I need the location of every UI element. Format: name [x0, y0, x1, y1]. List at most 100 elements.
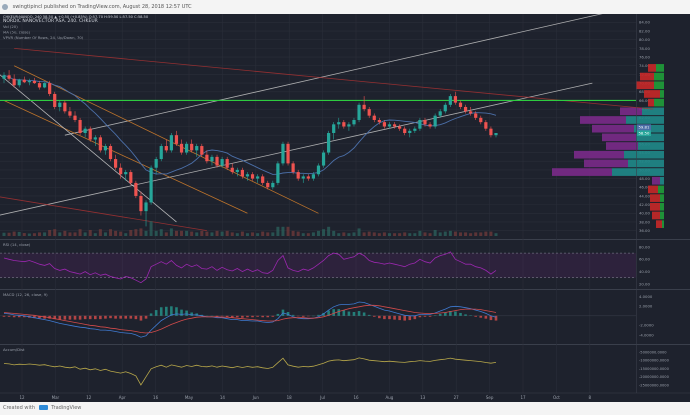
y-tick-label: 40.00 [639, 211, 650, 216]
x-tick-label: 27 [454, 395, 460, 400]
volume-profile-up-bar [654, 81, 664, 90]
ma-price-badge [637, 124, 651, 131]
volume-profile-up-bar [642, 107, 664, 116]
macd-histogram-bar [241, 315, 244, 318]
top-bar: swingtipincl published on TradingView.co… [0, 0, 690, 14]
macd-histogram-bar [291, 314, 295, 316]
support-red-line [0, 196, 207, 232]
candle-body [195, 146, 199, 151]
rsi-tick-label: 80.00 [639, 244, 650, 249]
candle-body [235, 169, 239, 173]
macd-histogram-bar [170, 306, 173, 316]
candle-body [382, 122, 387, 127]
accdist-tick-label: -10000000.0000 [639, 359, 670, 363]
volume-bar [458, 232, 462, 236]
volume-bar [73, 232, 77, 236]
legend-entry: MA (50, close) [3, 30, 31, 35]
volume-profile-down-bar [652, 176, 660, 185]
y-tick-label: 78.00 [639, 46, 650, 51]
volume-bar [403, 232, 407, 236]
volume-profile-up-bar [658, 185, 664, 194]
volume-bar [195, 232, 199, 236]
volume-bar [342, 232, 346, 236]
volume-bar [27, 233, 31, 236]
accdist-tick-label: -5000000.0000 [639, 350, 667, 354]
macd-histogram-bar [383, 315, 386, 320]
volume-bar [200, 230, 204, 236]
volume-profile-up-bar [656, 64, 664, 72]
volume-bar [63, 230, 67, 236]
volume-profile-up-bar [660, 90, 664, 98]
x-tick-label: Jul [319, 395, 325, 400]
candle-body [321, 152, 326, 166]
candle-body [134, 182, 138, 196]
macd-histogram-bar [378, 315, 381, 319]
macd-title: MACD (12, 26, close, 9) [3, 292, 48, 297]
tradingview-brand[interactable]: TradingView [51, 405, 82, 411]
macd-histogram-bar [144, 315, 148, 319]
rsi-tick-label: 60.00 [639, 257, 650, 262]
macd-histogram-bar [286, 312, 290, 316]
candle-body [413, 128, 417, 131]
volume-bar [423, 232, 427, 236]
accdist-tick-label: -25000000.0000 [639, 383, 670, 387]
volume-bar [327, 226, 331, 236]
chart-svg[interactable]: 12 Mar 12 Apr 16 May 14 Jun 18 Jul 16 Aug 13 27 Sep 17 O… [0, 13, 690, 402]
macd-histogram-bar [88, 315, 92, 320]
volume-bar [129, 230, 133, 236]
volume-bar [418, 230, 422, 236]
volume-profile-down-bar [636, 81, 654, 90]
volume-bar [103, 232, 107, 236]
candle-body [448, 96, 452, 105]
rsi-tick-label: 40.00 [639, 269, 650, 274]
volume-bar [469, 233, 473, 236]
volume-bar [367, 231, 371, 236]
macd-histogram-bar [403, 315, 407, 321]
x-tick-label: Jun [252, 395, 260, 400]
candle-body [215, 156, 219, 166]
candle-body [22, 79, 26, 83]
candle-body [240, 169, 244, 177]
candle-body [362, 104, 366, 110]
volume-profile-down-bar [574, 150, 624, 159]
legend-entry: Vol (20) [3, 24, 18, 29]
candle-body [250, 174, 255, 179]
user-avatar[interactable] [2, 3, 8, 10]
legend-entry: VPVR (Number Of Rows, 24, Up/Down, 70) [3, 35, 84, 40]
candle-body [392, 124, 397, 127]
volume-bar [286, 226, 290, 236]
volume-profile-up-bar [628, 159, 664, 168]
macd-histogram-bar [332, 309, 335, 316]
macd-histogram-bar [479, 315, 483, 318]
volume-bar [220, 231, 224, 236]
macd-histogram-bar [78, 315, 82, 320]
candle-body [474, 113, 478, 118]
macd-histogram-bar [317, 314, 320, 316]
volume-bar [256, 233, 260, 236]
macd-histogram-bar [114, 315, 117, 319]
rsi-band [0, 253, 636, 278]
y-tick-label: 74.00 [639, 63, 650, 68]
candle-body [398, 126, 402, 129]
candle-body [210, 156, 214, 162]
volume-bar [185, 230, 189, 236]
volume-bar [32, 233, 36, 236]
volume-bar [291, 230, 295, 236]
candle-body [261, 176, 265, 183]
volume-bar [301, 233, 305, 236]
chart-area[interactable]: 12 Mar 12 Apr 16 May 14 Jun 18 Jul 16 Aug 13 27 Sep 17 O… [0, 13, 690, 402]
tradingview-logo-icon[interactable] [38, 405, 48, 410]
candle-body [271, 182, 275, 188]
macd-histogram-bar [104, 315, 107, 319]
macd-histogram-bar [134, 315, 138, 320]
candle-body [144, 202, 148, 212]
x-tick-label: 13 [420, 395, 426, 400]
accdist-tick-label: -20000000.0000 [639, 375, 670, 379]
volume-bar [484, 231, 488, 236]
volume-bar [337, 233, 341, 236]
volume-profile-down-bar [620, 107, 642, 116]
volume-bar [261, 231, 265, 236]
macd-histogram-bar [276, 313, 280, 316]
downtrend-orange-line-2 [3, 100, 248, 214]
candle-body [68, 111, 72, 116]
